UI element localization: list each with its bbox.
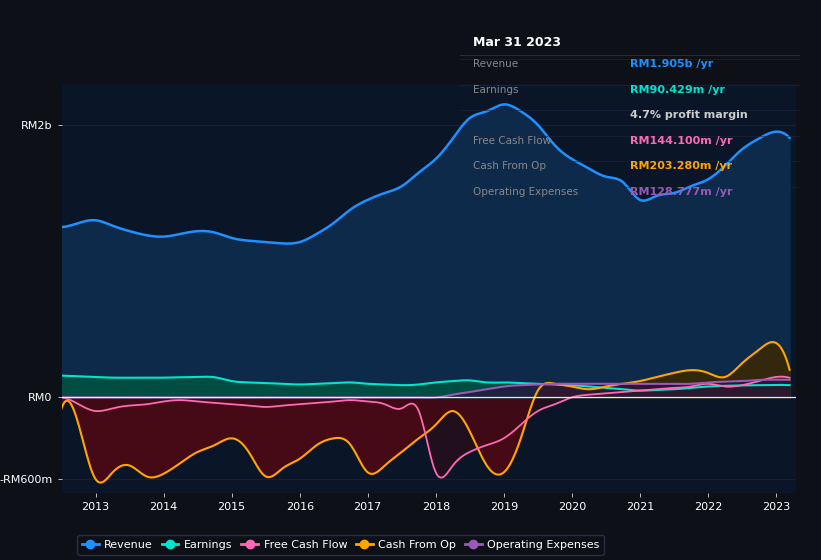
Text: RM128.777m /yr: RM128.777m /yr — [631, 187, 732, 197]
Text: RM144.100m /yr: RM144.100m /yr — [631, 136, 732, 146]
Text: RM90.429m /yr: RM90.429m /yr — [631, 85, 725, 95]
Text: RM1.905b /yr: RM1.905b /yr — [631, 59, 713, 69]
Text: Cash From Op: Cash From Op — [474, 161, 547, 171]
Text: Revenue: Revenue — [474, 59, 519, 69]
Text: RM203.280m /yr: RM203.280m /yr — [631, 161, 732, 171]
Text: Free Cash Flow: Free Cash Flow — [474, 136, 552, 146]
Text: Mar 31 2023: Mar 31 2023 — [474, 36, 562, 49]
Text: Earnings: Earnings — [474, 85, 519, 95]
Legend: Revenue, Earnings, Free Cash Flow, Cash From Op, Operating Expenses: Revenue, Earnings, Free Cash Flow, Cash … — [77, 535, 604, 555]
Text: 4.7% profit margin: 4.7% profit margin — [631, 110, 748, 120]
Text: Operating Expenses: Operating Expenses — [474, 187, 579, 197]
